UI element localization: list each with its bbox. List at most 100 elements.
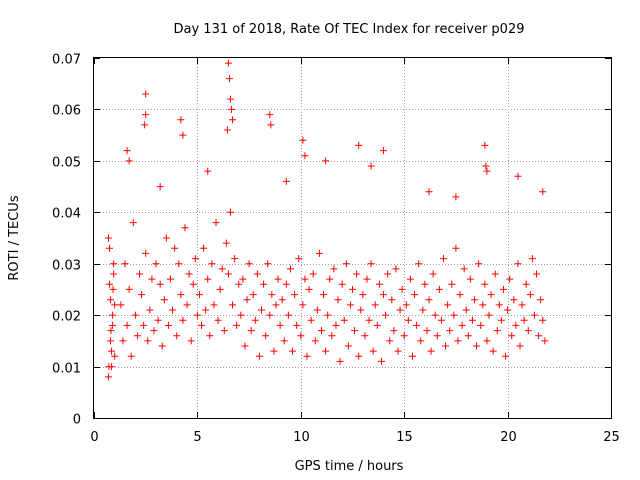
data-point: [109, 311, 117, 319]
data-point: [229, 116, 237, 124]
x-tick-label: 20: [500, 430, 517, 445]
data-point: [109, 321, 117, 329]
data-point: [291, 291, 299, 299]
data-point: [481, 280, 489, 288]
data-point: [249, 291, 257, 299]
data-point: [384, 270, 392, 278]
data-point: [129, 219, 137, 227]
y-tick-label: 0.03: [52, 259, 81, 274]
data-point: [293, 321, 301, 329]
x-tick-label: 15: [396, 430, 413, 445]
data-point: [280, 337, 288, 345]
data-point: [502, 352, 510, 360]
data-point: [481, 141, 489, 149]
data-point: [506, 275, 514, 283]
data-point: [189, 280, 197, 288]
data-point: [141, 121, 149, 129]
data-point: [317, 327, 325, 335]
data-point: [373, 321, 381, 329]
data-point: [392, 265, 400, 273]
data-point: [471, 296, 479, 304]
data-point: [253, 270, 261, 278]
data-point: [146, 306, 154, 314]
data-point: [324, 311, 332, 319]
data-point: [533, 270, 541, 278]
data-point: [444, 301, 452, 309]
data-point: [125, 157, 133, 165]
data-point: [108, 347, 116, 355]
data-point: [421, 280, 429, 288]
data-point: [504, 306, 512, 314]
y-tick-label: 0.06: [52, 104, 81, 119]
data-point: [423, 327, 431, 335]
data-point: [225, 75, 233, 83]
y-tick-label: 0.01: [52, 362, 81, 377]
data-point: [315, 249, 323, 257]
data-point: [351, 327, 359, 335]
data-point: [239, 275, 247, 283]
data-point: [150, 327, 158, 335]
data-point: [539, 316, 547, 324]
data-point: [415, 260, 423, 268]
data-point: [473, 342, 481, 350]
data-point: [167, 275, 175, 283]
data-point: [212, 219, 220, 227]
data-point: [268, 291, 276, 299]
data-point: [289, 347, 297, 355]
data-point: [107, 327, 115, 335]
data-point: [169, 306, 177, 314]
data-point: [255, 352, 263, 360]
data-point: [394, 347, 402, 355]
data-point: [299, 136, 307, 144]
y-tick-label: 0.07: [52, 53, 81, 68]
data-point: [493, 327, 501, 335]
data-point: [224, 270, 232, 278]
data-point: [303, 352, 311, 360]
data-point: [297, 332, 305, 340]
data-point: [185, 270, 193, 278]
data-point: [282, 177, 290, 185]
data-point: [117, 301, 125, 309]
data-point: [270, 347, 278, 355]
data-point: [260, 280, 268, 288]
data-point: [380, 147, 388, 155]
data-point: [162, 234, 170, 242]
data-point: [223, 126, 231, 134]
data-point: [164, 321, 172, 329]
data-point: [518, 301, 526, 309]
data-point: [367, 162, 375, 170]
data-point: [338, 280, 346, 288]
data-point: [437, 316, 445, 324]
data-point: [435, 285, 443, 293]
data-point: [524, 327, 532, 335]
data-point: [353, 270, 361, 278]
data-point: [309, 270, 317, 278]
data-point: [111, 301, 119, 309]
data-point: [106, 280, 114, 288]
data-point: [135, 270, 143, 278]
data-point: [195, 291, 203, 299]
data-point: [200, 244, 208, 252]
data-point: [419, 306, 427, 314]
data-point: [247, 327, 255, 335]
data-point: [466, 275, 474, 283]
y-tick-label: 0.04: [52, 207, 81, 222]
grid-lines: [94, 58, 611, 418]
data-point: [411, 291, 419, 299]
data-point: [148, 275, 156, 283]
data-point: [191, 255, 199, 263]
data-point: [272, 301, 280, 309]
data-point: [334, 296, 342, 304]
data-point: [537, 296, 545, 304]
data-point: [336, 357, 344, 365]
data-point: [406, 275, 414, 283]
data-point: [210, 301, 218, 309]
data-point: [510, 296, 518, 304]
data-point: [369, 347, 377, 355]
data-point: [226, 208, 234, 216]
data-point: [398, 285, 406, 293]
data-point: [330, 265, 338, 273]
data-point: [131, 311, 139, 319]
data-point: [266, 311, 274, 319]
data-point: [142, 111, 150, 119]
